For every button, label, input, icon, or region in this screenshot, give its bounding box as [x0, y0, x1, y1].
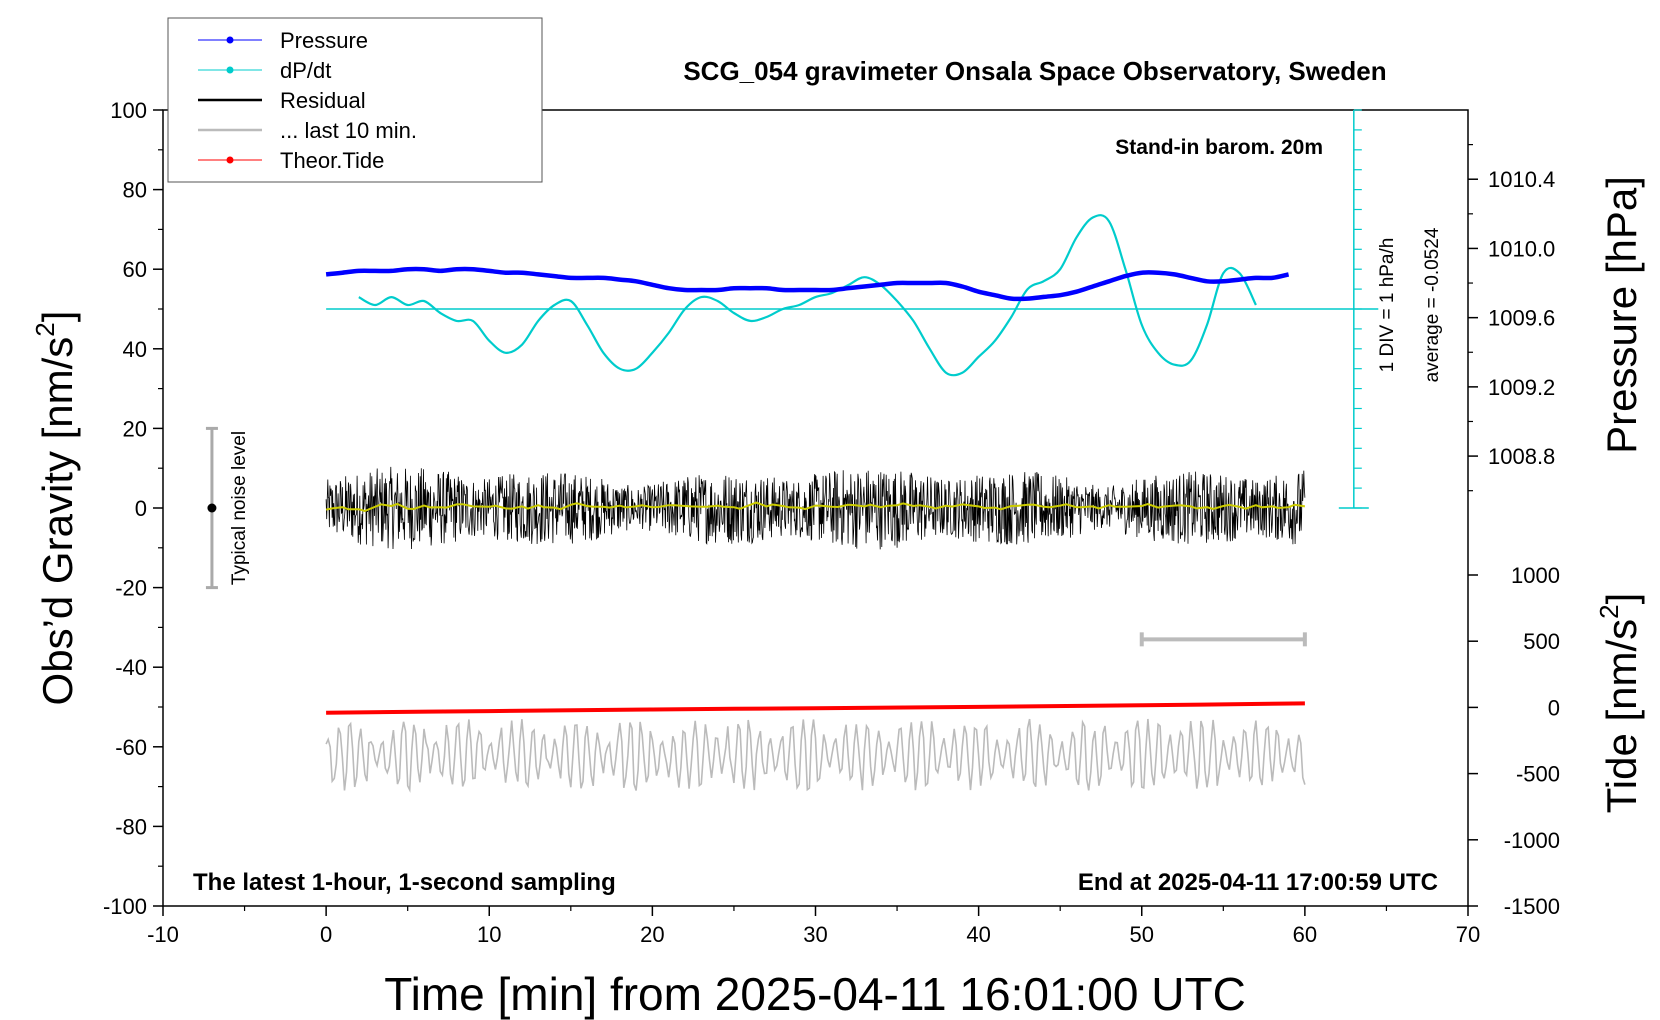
pressure-tick-label: 1010.4 — [1488, 167, 1555, 192]
y-axis-label-tide: Tide [nm/s2] — [1594, 593, 1645, 814]
x-tick-label: 20 — [640, 922, 664, 947]
y-axis-label-left: Obs’d Gravity [nm/s2] — [30, 311, 81, 706]
series-layer — [325, 214, 1306, 793]
barometer-note: Stand-in barom. 20m — [1115, 136, 1323, 159]
legend-label-0: Pressure — [280, 28, 368, 53]
legend: Pressure dP/dt Residual ... last 10 min. The… — [167, 17, 543, 183]
bottom-right-note: End at 2025-04-11 17:00:59 UTC — [1078, 869, 1438, 896]
tide-tick-label: 500 — [1523, 629, 1560, 654]
y-axis-label-tide-sup: 2 — [1594, 604, 1624, 618]
pressure-tick-label: 1010.0 — [1488, 236, 1555, 261]
noise-label: Typical noise level — [229, 431, 250, 585]
y-axis-label-left-sup: 2 — [30, 322, 60, 336]
decorations — [205, 109, 1379, 647]
y-left-tick-label: 100 — [110, 98, 147, 123]
x-tick-label: 30 — [803, 922, 827, 947]
x-tick-label: -10 — [147, 922, 179, 947]
x-tick-label: 10 — [477, 922, 501, 947]
legend-marker-4 — [226, 156, 234, 164]
y-left-tick-label: -40 — [115, 655, 147, 680]
y-left-tick-label: 20 — [123, 416, 147, 441]
y-axis-label-tide-close: ] — [1598, 593, 1645, 605]
x-tick-label: 50 — [1130, 922, 1154, 947]
pressure-tick-label: 1009.2 — [1488, 375, 1555, 400]
residual-smoothed-line — [325, 501, 1306, 513]
bottom-left-note: The latest 1-hour, 1-second sampling — [193, 869, 616, 896]
y-left-tick-label: 40 — [123, 337, 147, 362]
residual-line — [325, 466, 1306, 550]
y-left-tick-label: -60 — [115, 735, 147, 760]
legend-items: Pressure dP/dt Residual ... last 10 min. The… — [198, 28, 417, 173]
x-tick-label: 40 — [966, 922, 990, 947]
y-axis-label-left-text: Obs’d Gravity [nm/s — [34, 337, 81, 706]
noise-bar-center — [207, 503, 217, 513]
pressure-tick-label: 1009.6 — [1488, 306, 1555, 331]
legend-label-1: dP/dt — [280, 58, 331, 83]
x-tick-label: 0 — [320, 922, 332, 947]
y-left-tick-label: -20 — [115, 576, 147, 601]
dpdt-line — [358, 214, 1257, 377]
x-axis-label: Time [min] from 2025-04-11 16:01:00 UTC — [384, 968, 1246, 1020]
pressure-tick-label: 1008.8 — [1488, 444, 1555, 469]
last10-line — [325, 718, 1306, 793]
y-left-tick-label: 0 — [135, 496, 147, 521]
y-axis-label-left-close: ] — [34, 311, 81, 323]
y-left-tick-label: 60 — [123, 257, 147, 282]
tide-tick-label: 0 — [1548, 695, 1560, 720]
dpdt-average-note: average = -0.0524 — [1422, 227, 1443, 382]
tide-tick-label: -1000 — [1504, 828, 1560, 853]
legend-marker-1 — [226, 66, 234, 74]
chart-title: SCG_054 gravimeter Onsala Space Observat… — [683, 56, 1386, 86]
x-tick-label: 70 — [1456, 922, 1480, 947]
tide-tick-label: 1000 — [1511, 563, 1560, 588]
y-axis-label-tide-text: Tide [nm/s — [1598, 619, 1645, 814]
pressure-line — [325, 266, 1290, 302]
y-left-tick-label: -100 — [103, 894, 147, 919]
legend-marker-0 — [226, 36, 234, 44]
x-tick-label: 60 — [1293, 922, 1317, 947]
tide-tick-label: -500 — [1516, 762, 1560, 787]
tide-tick-label: -1500 — [1504, 894, 1560, 919]
dpdt-div-note: 1 DIV = 1 hPa/h — [1377, 238, 1398, 373]
y-left-tick-label: -80 — [115, 814, 147, 839]
axis-ticks: -10 0 10 20 30 40 50 60 70100806040200-20-40-60-… — [103, 98, 1560, 947]
legend-label-2: Residual — [280, 88, 366, 113]
legend-label-3: ... last 10 min. — [280, 118, 417, 143]
legend-label-4: Theor.Tide — [280, 148, 384, 173]
y-left-tick-label: 80 — [123, 178, 147, 203]
y-axis-label-pressure: Pressure [hPa] — [1598, 176, 1645, 454]
theor-tide-line — [326, 701, 1305, 715]
